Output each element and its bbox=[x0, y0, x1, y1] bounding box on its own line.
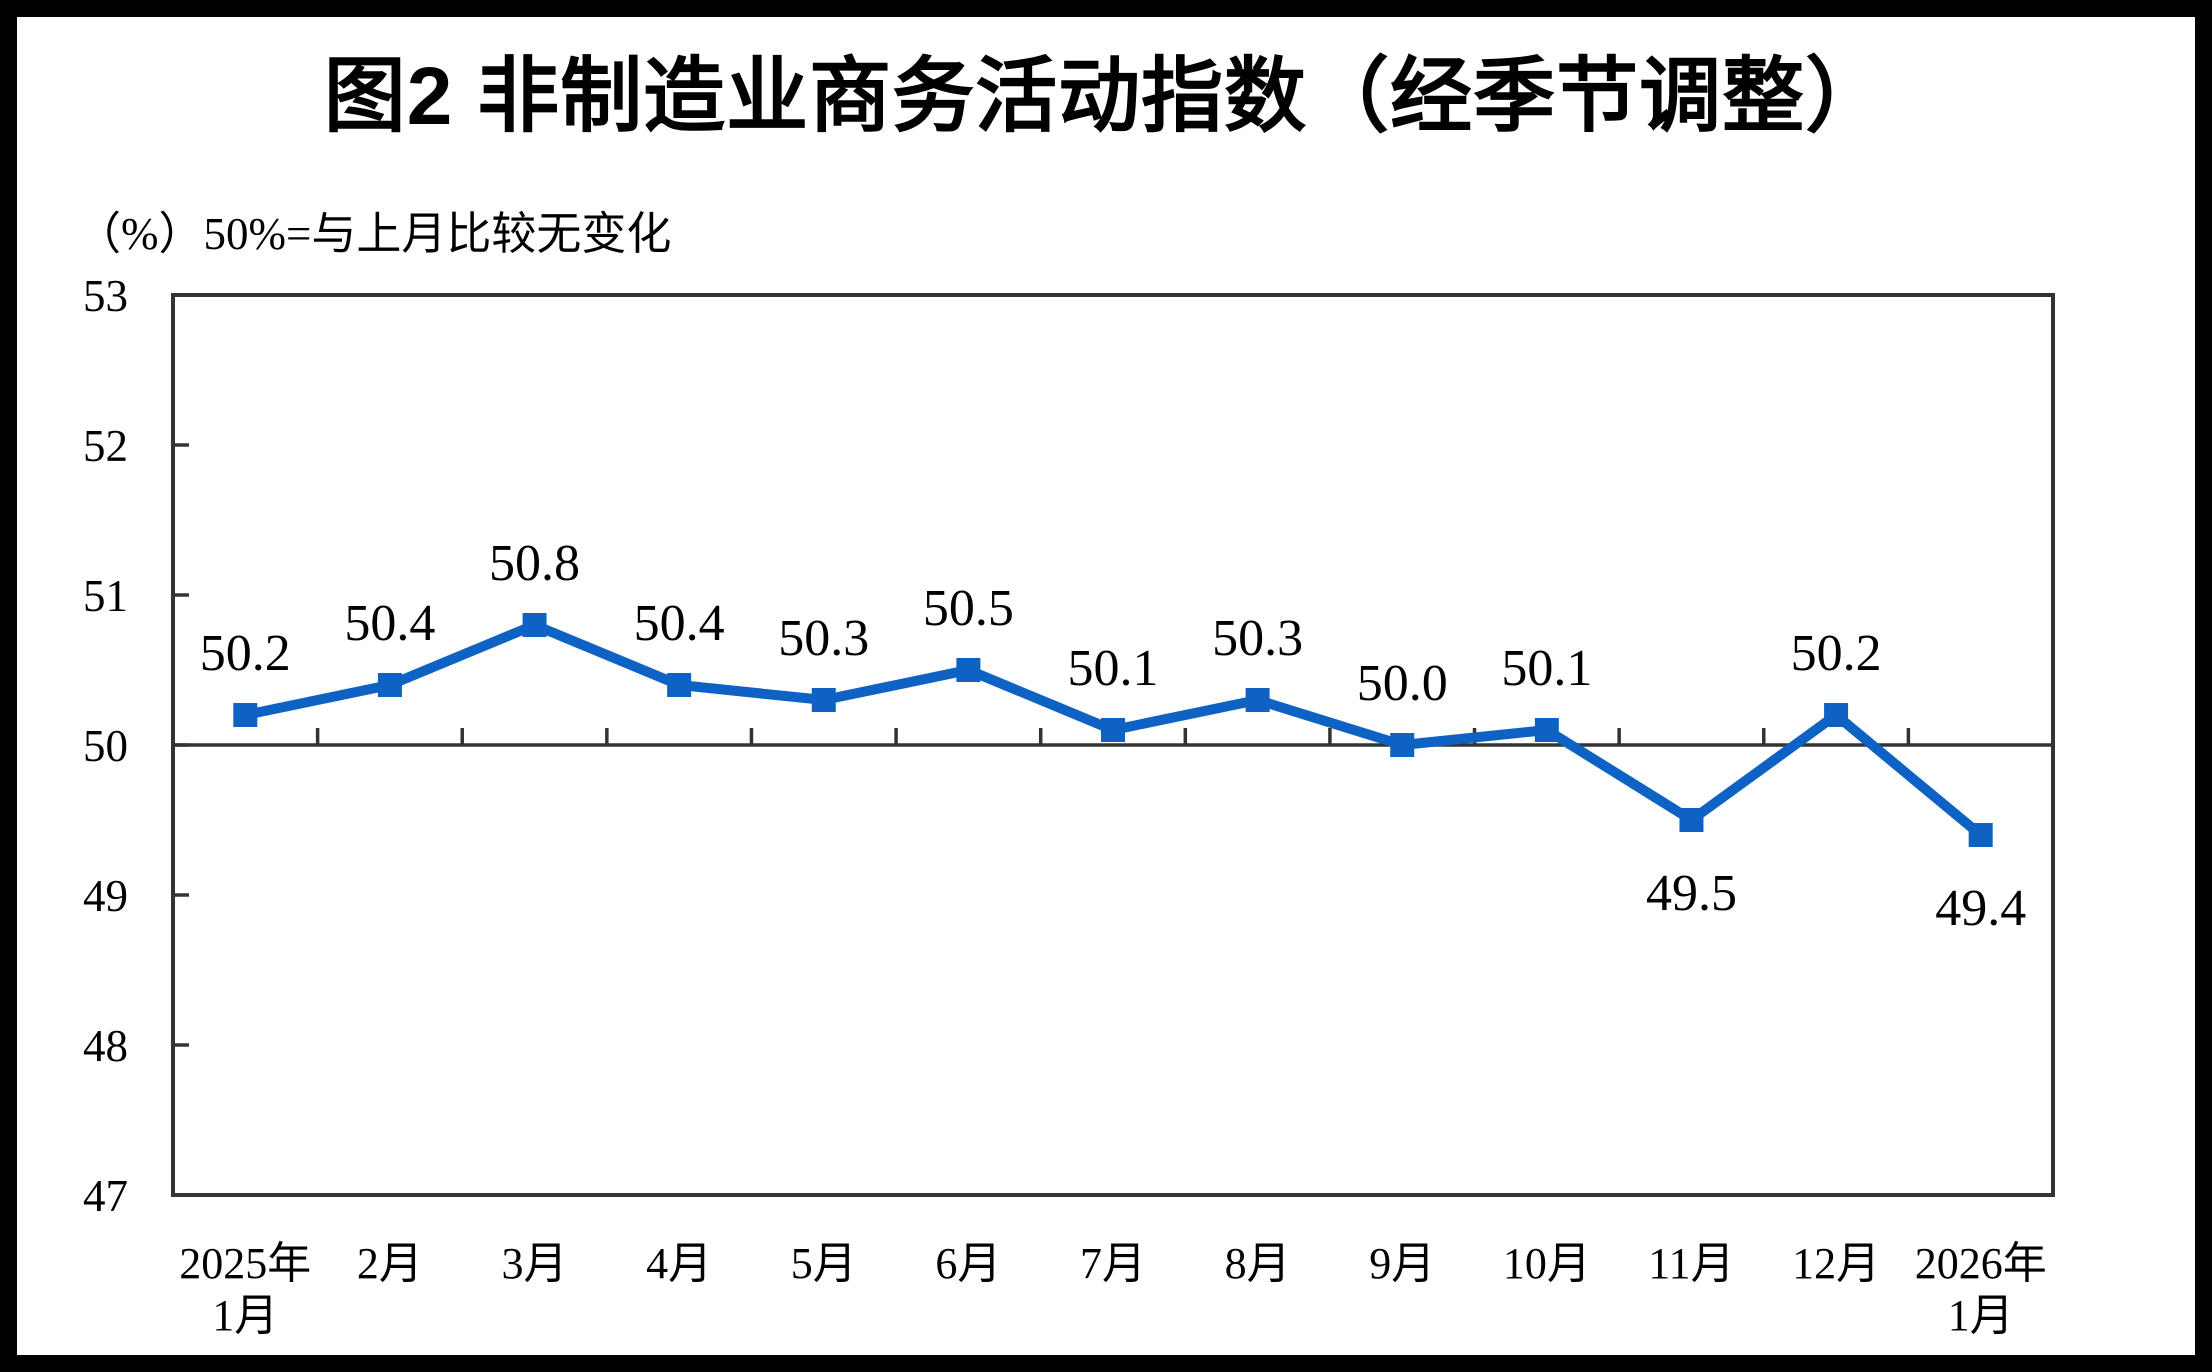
x-axis-tick-label: 9月 bbox=[1369, 1239, 1435, 1288]
y-axis-tick-label: 52 bbox=[83, 421, 128, 471]
x-axis-tick-label: 1月 bbox=[212, 1291, 278, 1340]
y-axis-tick-label: 49 bbox=[83, 871, 128, 921]
x-axis-tick-label: 12月 bbox=[1792, 1239, 1880, 1288]
data-label: 50.3 bbox=[778, 610, 869, 667]
data-point-marker bbox=[956, 658, 981, 682]
data-label: 50.4 bbox=[634, 595, 725, 652]
data-point-marker bbox=[1679, 808, 1704, 832]
x-axis-tick-label: 6月 bbox=[935, 1239, 1001, 1288]
data-point-marker bbox=[1534, 718, 1559, 742]
x-axis-tick-label: 10月 bbox=[1503, 1239, 1591, 1288]
data-point-marker bbox=[811, 688, 836, 712]
x-axis-tick-label: 3月 bbox=[502, 1239, 568, 1288]
data-label: 50.5 bbox=[923, 580, 1014, 637]
data-label: 49.4 bbox=[1935, 880, 2026, 937]
x-axis-tick-label: 8月 bbox=[1225, 1239, 1291, 1288]
data-point-marker bbox=[233, 703, 258, 727]
data-point-marker bbox=[1824, 703, 1849, 727]
data-label: 50.1 bbox=[1501, 640, 1592, 697]
y-axis-tick-label: 47 bbox=[83, 1171, 128, 1221]
data-label: 49.5 bbox=[1646, 865, 1737, 922]
x-axis-tick-label: 4月 bbox=[646, 1239, 712, 1288]
data-point-marker bbox=[1390, 733, 1415, 757]
x-axis-tick-label: 5月 bbox=[791, 1239, 857, 1288]
chart-title: 图2 非制造业商务活动指数（经季节调整） bbox=[323, 51, 1889, 142]
x-axis-tick-label: 7月 bbox=[1080, 1239, 1146, 1288]
x-axis-tick-label: 2026年 bbox=[1915, 1239, 2047, 1288]
data-point-marker bbox=[522, 613, 547, 637]
y-axis-tick-label: 51 bbox=[83, 571, 128, 621]
data-point-marker bbox=[667, 673, 692, 697]
x-axis-tick-label: 1月 bbox=[1948, 1291, 2014, 1340]
data-label: 50.8 bbox=[489, 535, 580, 592]
axis-unit-note: （%）50%=与上月比较无变化 bbox=[76, 209, 672, 259]
data-point-marker bbox=[1101, 718, 1125, 742]
x-axis-tick-label: 2月 bbox=[357, 1239, 423, 1288]
data-point-marker bbox=[1245, 688, 1270, 712]
y-axis-tick-label: 53 bbox=[83, 271, 128, 321]
data-label: 50.3 bbox=[1212, 610, 1303, 667]
data-label: 50.0 bbox=[1357, 655, 1448, 712]
x-axis-tick-label: 11月 bbox=[1648, 1239, 1734, 1288]
x-axis-tick-label: 2025年 bbox=[179, 1239, 311, 1288]
data-label: 50.2 bbox=[1791, 625, 1882, 682]
y-axis-tick-label: 50 bbox=[83, 721, 128, 771]
data-point-marker bbox=[1968, 823, 1993, 847]
data-label: 50.1 bbox=[1068, 640, 1159, 697]
data-point-marker bbox=[377, 673, 402, 697]
y-axis-tick-label: 48 bbox=[83, 1021, 128, 1071]
data-label: 50.4 bbox=[344, 595, 435, 652]
data-label: 50.2 bbox=[200, 625, 291, 682]
